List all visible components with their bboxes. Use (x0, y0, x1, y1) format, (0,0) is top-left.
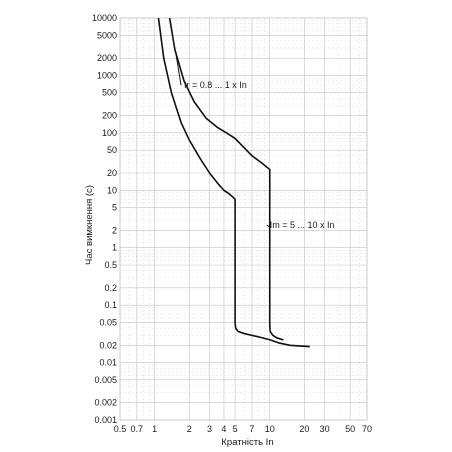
y-tick-label: 0.1 (104, 300, 117, 310)
y-tick-label: 50 (107, 145, 117, 155)
y-tick-label: 0.01 (99, 358, 117, 368)
y-tick-label: 0.02 (99, 340, 117, 350)
annotation-pointer-1 (175, 51, 182, 86)
annotation-pointer-2 (266, 224, 271, 228)
y-tick-label: 100 (102, 128, 117, 138)
x-tick-label: 0.7 (131, 424, 144, 434)
annotations: Ir = 0.8 ... 1 x In Im = 5 ... 10 x In (175, 51, 335, 230)
annotation-label-2: Im = 5 ... 10 x In (270, 220, 335, 230)
y-tick-label: 10000 (92, 13, 117, 23)
y-tick-label: 0.001 (94, 415, 117, 425)
x-tick-label: 7 (249, 424, 254, 434)
x-tick-label: 50 (345, 424, 355, 434)
y-tick-label: 1 (112, 243, 117, 253)
y-axis-ticks: 0.001 0.002 0.005 0.01 0.02 0.05 0.1 0.2 0.5 1 2 5 1… (92, 13, 117, 425)
x-tick-label: 3 (207, 424, 212, 434)
y-tick-label: 0.5 (104, 260, 117, 270)
tripping-curve-2 (168, 18, 284, 341)
x-tick-label: 0.5 (114, 424, 127, 434)
x-tick-label: 70 (362, 424, 372, 434)
y-tick-label: 0.005 (94, 375, 117, 385)
y-tick-label: 5 (112, 203, 117, 213)
y-tick-label: 500 (102, 88, 117, 98)
y-tick-label: 20 (107, 168, 117, 178)
y-tick-label: 2000 (97, 53, 117, 63)
y-tick-label: 200 (102, 111, 117, 121)
plot-frame (119, 17, 368, 421)
y-tick-label: 1000 (97, 70, 117, 80)
grid (119, 17, 368, 421)
x-tick-label: 1 (152, 424, 157, 434)
x-tick-label: 5 (233, 424, 238, 434)
y-tick-label: 0.05 (99, 317, 117, 327)
y-tick-label: 5000 (97, 30, 117, 40)
y-tick-label: 10 (107, 185, 117, 195)
y-tick-label: 0.2 (104, 283, 117, 293)
series (157, 18, 310, 348)
y-axis-title: Час вимкнення (с) (84, 185, 95, 265)
x-tick-label: 20 (299, 424, 309, 434)
tripping-curve-1 (157, 18, 310, 348)
x-tick-label: 30 (320, 424, 330, 434)
y-tick-label: 2 (112, 225, 117, 235)
annotation-label-1: Ir = 0.8 ... 1 x In (184, 80, 247, 90)
x-tick-label: 4 (221, 424, 226, 434)
x-tick-label: 2 (187, 424, 192, 434)
x-axis-ticks: 0.5 0.7 1 2 3 4 5 7 10 20 30 50 70 (114, 424, 372, 434)
x-tick-label: 10 (265, 424, 275, 434)
x-axis-title: Кратність In (221, 437, 273, 448)
y-tick-label: 0.002 (94, 398, 117, 408)
